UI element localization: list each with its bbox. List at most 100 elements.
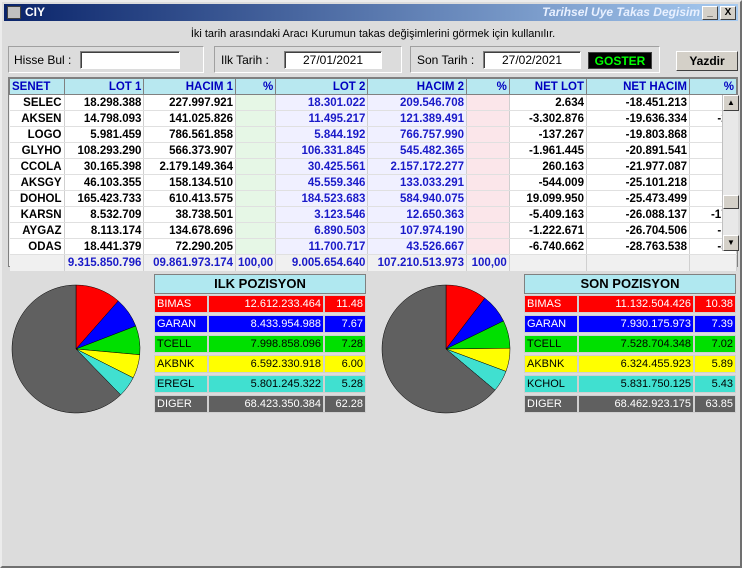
grid-vertical-scrollbar[interactable]: ▲ ▼	[722, 95, 739, 251]
ilk-tarih-input[interactable]: 27/01/2021	[284, 51, 382, 69]
total-cell: 9.005.654.640	[275, 254, 369, 271]
table-cell: -19.636.334	[586, 110, 691, 127]
window-title: CIY	[25, 5, 46, 19]
column-header[interactable]: %	[465, 78, 510, 95]
info-text: İki tarih arasındaki Aracı Kurumun takas…	[190, 28, 556, 40]
table-cell	[466, 126, 510, 143]
position-row: GARAN 8.433.954.988 7.67	[154, 315, 366, 333]
position-value: 68.423.350.384	[208, 395, 324, 413]
table-cell: GLYHO	[9, 142, 65, 159]
minimize-button[interactable]: _	[702, 6, 718, 20]
position-name: TCELL	[524, 335, 578, 353]
totals-row: 9.315.850.796 09.861.973.174 100,00 9.005.6…	[9, 254, 737, 271]
takas-grid[interactable]: SENET LOT 1 HACIM 1% LOT 2 HACIM 2% NET LOT NE…	[8, 77, 739, 271]
son-tarih-input[interactable]: 27/02/2021	[483, 51, 581, 69]
total-cell: 100,00	[235, 254, 277, 271]
table-cell: AYGAZ	[9, 222, 65, 239]
table-row[interactable]: AKSEN 14.798.093 141.025.826 11.495.217 121.…	[9, 110, 737, 127]
ilk-tarih-group	[214, 46, 402, 73]
table-cell: 72.290.205	[143, 238, 237, 255]
position-percent: 5.28	[324, 375, 366, 393]
table-row[interactable]: SELEC 18.298.388 227.997.921 18.301.022 209.…	[9, 94, 737, 111]
table-cell: 566.373.907	[143, 142, 237, 159]
table-cell: -28.763.538	[586, 238, 691, 255]
position-row: BIMAS 11.132.504.426 10.38	[524, 295, 736, 313]
app-icon[interactable]	[7, 6, 21, 19]
table-cell	[466, 110, 510, 127]
position-value: 7.930.175.973	[578, 315, 694, 333]
table-cell: 3.123.546	[275, 206, 369, 223]
column-header[interactable]: LOT 1	[63, 78, 145, 95]
table-cell: SELEC	[9, 94, 65, 111]
table-row[interactable]: CCOLA 30.165.398 2.179.149.364 30.425.561 2.…	[9, 158, 737, 175]
table-row[interactable]: LOGO 5.981.459 786.561.858 5.844.192 766.757…	[9, 126, 737, 143]
table-cell: -6.740.662	[509, 238, 587, 255]
total-cell: 107.210.513.973	[367, 254, 467, 271]
column-header[interactable]: NET HACIM	[585, 78, 691, 95]
position-value: 8.433.954.988	[208, 315, 324, 333]
table-cell	[466, 174, 510, 191]
position-value: 6.592.330.918	[208, 355, 324, 373]
table-cell: DOHOL	[9, 190, 65, 207]
position-name: AKBNK	[524, 355, 578, 373]
column-header[interactable]: HACIM 2	[367, 78, 467, 95]
total-cell	[689, 254, 737, 271]
table-cell: 19.099.950	[509, 190, 587, 207]
table-cell: 8.113.174	[64, 222, 145, 239]
table-cell: 610.413.575	[143, 190, 237, 207]
table-cell: 46.103.355	[64, 174, 145, 191]
yazdir-button[interactable]: Yazdir	[676, 51, 738, 71]
search-group	[8, 46, 204, 73]
total-cell	[586, 254, 691, 271]
goster-button[interactable]: GOSTER	[588, 52, 652, 69]
close-button[interactable]: X	[720, 6, 736, 20]
position-row: TCELL 7.998.858.096 7.28	[154, 335, 366, 353]
pie-slice-diger	[11, 284, 121, 414]
table-cell	[235, 238, 277, 255]
scroll-thumb[interactable]	[723, 195, 739, 209]
table-cell: KARSN	[9, 206, 65, 223]
position-row: AKBNK 6.592.330.918 6.00	[154, 355, 366, 373]
table-row[interactable]: AYGAZ 8.113.174 134.678.696 6.890.503 107.97…	[9, 222, 737, 239]
position-percent: 7.39	[694, 315, 736, 333]
position-row: TCELL 7.528.704.348 7.02	[524, 335, 736, 353]
table-cell: 184.523.683	[275, 190, 369, 207]
table-row[interactable]: DOHOL 165.423.733 610.413.575 184.523.683 58…	[9, 190, 737, 207]
son-pozisyon-title: SON POZISYON	[524, 274, 736, 294]
table-cell: 545.482.365	[367, 142, 467, 159]
column-header[interactable]: NET LOT	[508, 78, 587, 95]
search-label: Hisse Bul :	[14, 53, 72, 67]
title-bar[interactable]: CIY Tarihsel Uye Takas Degisim _ X	[4, 4, 738, 21]
table-cell: 5.981.459	[64, 126, 145, 143]
table-row[interactable]: GLYHO 108.293.290 566.373.907 106.331.845 54…	[9, 142, 737, 159]
table-cell: 5.844.192	[275, 126, 369, 143]
table-cell: 108.293.290	[64, 142, 145, 159]
position-name: DIGER	[154, 395, 208, 413]
table-cell: 134.678.696	[143, 222, 237, 239]
table-cell: -137.267	[509, 126, 587, 143]
son-tarih-group	[410, 46, 660, 73]
ilk-pie-chart	[11, 284, 141, 414]
column-header[interactable]: SENET	[9, 78, 65, 95]
scroll-down-arrow-icon[interactable]: ▼	[723, 235, 739, 251]
table-row[interactable]: AKSGY 46.103.355 158.134.510 45.559.346 133.…	[9, 174, 737, 191]
column-header[interactable]: %	[689, 78, 737, 95]
takas-table: SENET LOT 1 HACIM 1% LOT 2 HACIM 2% NET LOT NE…	[9, 78, 737, 271]
table-row[interactable]: ODAS 18.441.379 72.290.205 11.700.717 43.526…	[9, 238, 737, 255]
position-value: 68.462.923.175	[578, 395, 694, 413]
table-cell	[235, 110, 277, 127]
table-row[interactable]: KARSN 8.532.709 38.738.501 3.123.546 12.650.…	[9, 206, 737, 223]
search-input[interactable]	[80, 51, 180, 69]
column-header[interactable]: %	[235, 78, 277, 95]
position-value: 12.612.233.464	[208, 295, 324, 313]
table-cell: 18.441.379	[64, 238, 145, 255]
position-row: GARAN 7.930.175.973 7.39	[524, 315, 736, 333]
column-header[interactable]: HACIM 1	[143, 78, 237, 95]
position-name: DIGER	[524, 395, 578, 413]
table-cell: -21.977.087	[586, 158, 691, 175]
position-percent: 7.28	[324, 335, 366, 353]
scroll-up-arrow-icon[interactable]: ▲	[723, 95, 739, 111]
position-name: KCHOL	[524, 375, 578, 393]
column-header[interactable]: LOT 2	[275, 78, 369, 95]
